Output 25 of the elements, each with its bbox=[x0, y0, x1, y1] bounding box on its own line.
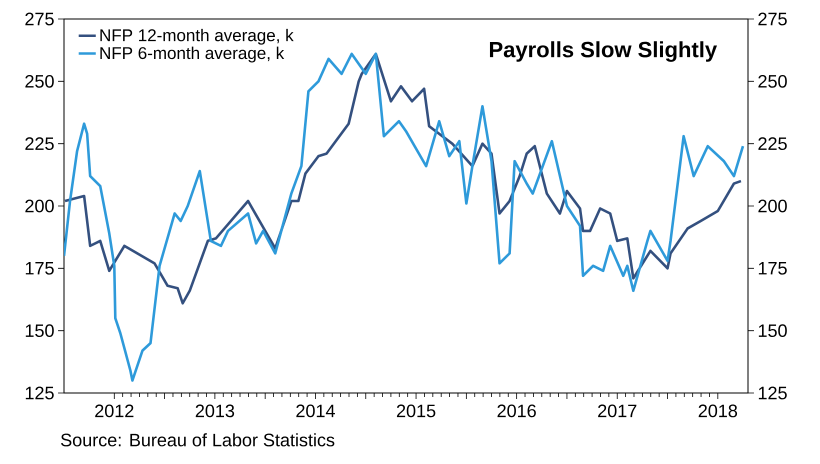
y-tick-label: 150 bbox=[26, 324, 54, 338]
y2-tick-label: 275 bbox=[758, 12, 787, 26]
y-tick-label: 250 bbox=[25, 74, 54, 88]
legend-label: NFP 6-month average, k bbox=[100, 46, 284, 62]
y2-tick-label: 250 bbox=[758, 74, 787, 88]
legend-label: NFP 12-month average, k bbox=[100, 28, 294, 45]
x-tick-label: 2014 bbox=[296, 404, 335, 418]
y2-tick-label: 150 bbox=[758, 324, 787, 338]
x-tick-label: 2013 bbox=[196, 404, 234, 418]
y-tick-label: 125 bbox=[26, 386, 54, 400]
y-tick-label: 175 bbox=[26, 262, 54, 275]
text: Payrolls Slow Slightly bbox=[490, 41, 718, 62]
y2-tick-label: 175 bbox=[758, 262, 787, 275]
source-note: Source: Bureau of Labor Statistics bbox=[61, 433, 334, 446]
x-tick-label: 2016 bbox=[498, 404, 536, 418]
x-tick-label: 2017 bbox=[598, 404, 636, 418]
x-tick-label: 2015 bbox=[396, 404, 436, 418]
y2-tick-label: 225 bbox=[758, 137, 787, 150]
y-tick-label: 200 bbox=[25, 200, 54, 212]
y2-tick-label: 200 bbox=[758, 200, 787, 212]
x-tick-label: 2012 bbox=[95, 404, 134, 418]
y-tick-label: 275 bbox=[25, 12, 54, 26]
x-tick-label: 2018 bbox=[698, 404, 738, 418]
y2-tick-label: 125 bbox=[758, 386, 787, 400]
y-tick-label: 225 bbox=[25, 137, 54, 150]
